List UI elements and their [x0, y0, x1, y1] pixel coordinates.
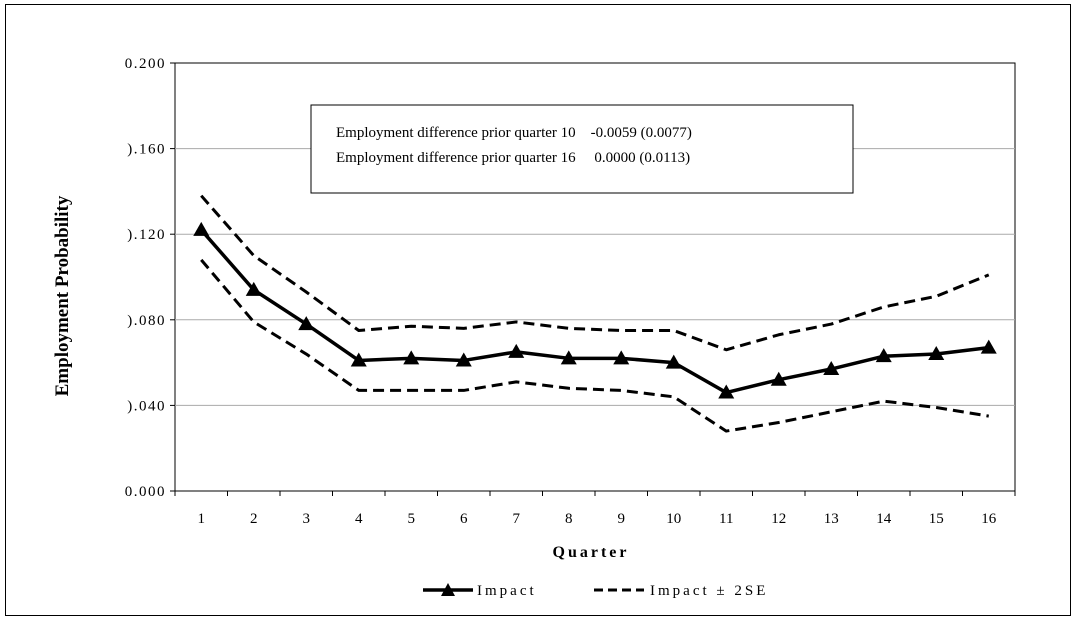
- data-point-marker: [193, 221, 210, 236]
- x-tick-label: 4: [355, 511, 363, 527]
- data-point-marker: [613, 350, 630, 365]
- data-point-marker: [403, 350, 420, 365]
- data-point-marker: [665, 354, 682, 369]
- x-tick-label: 7: [513, 511, 521, 527]
- y-tick-label: ).040: [127, 398, 166, 414]
- x-tick-label: 6: [460, 511, 468, 527]
- x-tick-label: 16: [981, 511, 997, 527]
- x-tick-label: 15: [929, 511, 944, 527]
- data-point-marker: [928, 346, 945, 361]
- annotation-line-1: Employment difference prior quarter 10 -…: [336, 125, 692, 141]
- y-tick-label: 0.200: [125, 56, 166, 72]
- data-point-marker: [875, 348, 892, 363]
- data-point-marker: [245, 281, 262, 296]
- y-tick-label: ).120: [127, 227, 166, 243]
- y-tick-label: 0.000: [125, 484, 166, 500]
- data-point-marker: [980, 339, 997, 354]
- legend-item-impact-2se: Impact ± 2SE: [594, 583, 768, 599]
- x-tick-label: 5: [408, 511, 416, 527]
- data-point-marker: [560, 350, 577, 365]
- data-point-marker: [455, 352, 472, 367]
- series-line-impact: [199, 228, 989, 395]
- y-axis-label: Employment Probability: [52, 195, 73, 396]
- annotation-box: Employment difference prior quarter 10 -…: [310, 104, 854, 194]
- data-point-marker: [770, 371, 787, 386]
- y-tick-label: ).080: [127, 313, 166, 329]
- x-tick-label: 3: [303, 511, 311, 527]
- data-point-marker: [298, 316, 315, 331]
- x-tick-label: 8: [565, 511, 573, 527]
- x-tick-label: 1: [198, 511, 206, 527]
- data-point-marker: [718, 384, 735, 399]
- series-line-upper-bound: [200, 194, 990, 352]
- x-tick-label: 14: [876, 511, 892, 527]
- x-tick-label: 13: [824, 511, 839, 527]
- data-point-marker: [508, 343, 525, 358]
- data-point-marker: [350, 352, 367, 367]
- legend-label-impact: Impact: [477, 583, 537, 599]
- x-tick-label: 10: [666, 511, 681, 527]
- legend: Impact Impact ± 2SE: [423, 583, 768, 599]
- legend-label-impact-2se: Impact ± 2SE: [650, 583, 768, 599]
- series-line-lower-bound: [200, 258, 989, 433]
- x-tick-label: 11: [719, 511, 733, 527]
- y-tick-label: ).160: [127, 142, 166, 158]
- x-axis-label: Quarter: [553, 544, 630, 561]
- x-tick-label: 2: [250, 511, 258, 527]
- series-layer: [193, 194, 997, 433]
- annotation-line-2: Employment difference prior quarter 16 0…: [336, 150, 690, 166]
- legend-item-impact: Impact: [423, 583, 537, 599]
- x-tick-label: 9: [618, 511, 626, 527]
- data-point-marker: [823, 361, 840, 376]
- x-tick-label: 12: [771, 511, 786, 527]
